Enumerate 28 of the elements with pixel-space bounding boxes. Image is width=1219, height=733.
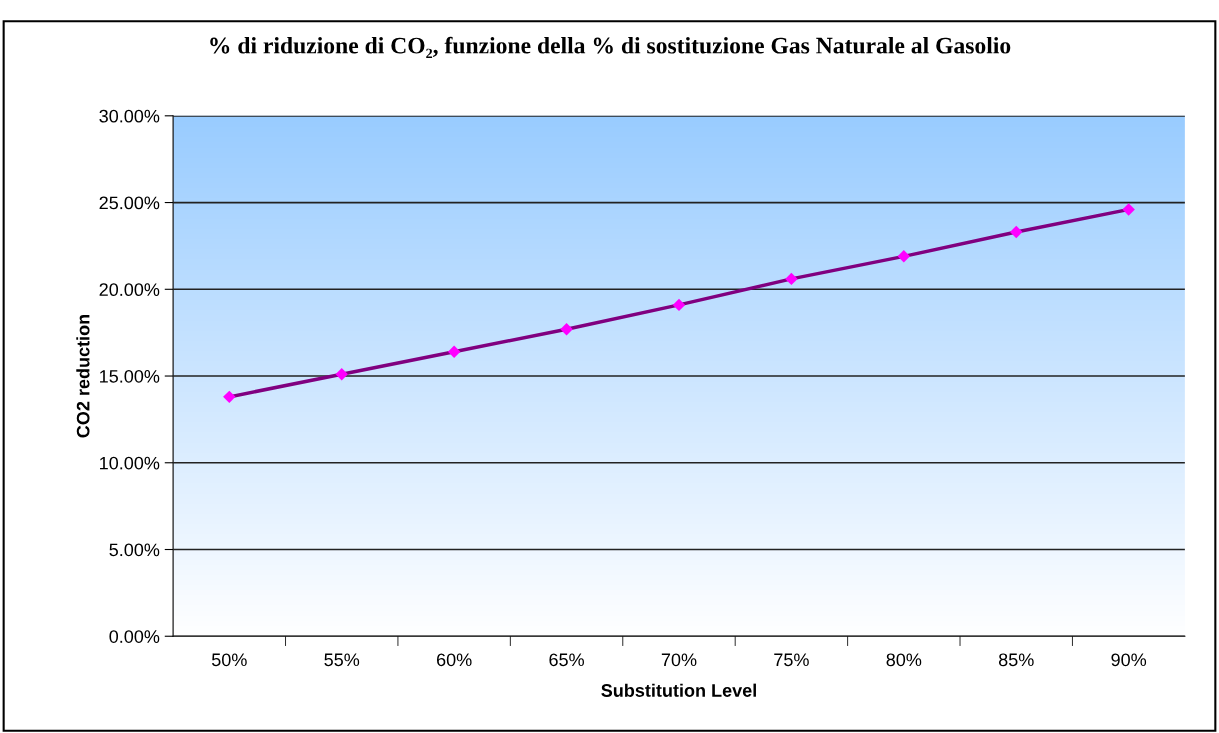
chart-title: % di riduzione di CO₂, funzione della % di sostituzione Gas Naturale al Gasolio — [210, 36, 1011, 59]
x-tick-label: 90% — [1111, 653, 1147, 667]
x-tick-label: 60% — [436, 653, 472, 667]
y-tick-label: 30.00% — [99, 109, 160, 123]
y-axis-title: CO2 reduction — [76, 314, 90, 438]
y-tick-label: 20.00% — [99, 283, 160, 297]
x-tick-label: 70% — [661, 653, 697, 667]
x-tick-label: 50% — [211, 653, 247, 667]
point — [335, 368, 348, 381]
x-tick-label: 65% — [549, 653, 584, 667]
point — [1122, 203, 1135, 216]
point — [785, 272, 798, 286]
point — [560, 322, 573, 336]
point — [672, 298, 686, 312]
point — [1010, 225, 1023, 239]
x-tick-label: 55% — [324, 653, 360, 667]
point — [897, 250, 911, 263]
y-tick-label: 10.00% — [100, 456, 160, 470]
x-tick-label: 75% — [774, 653, 809, 667]
point — [223, 390, 236, 404]
y-tick-label: 0.00% — [109, 630, 160, 643]
point — [447, 345, 461, 358]
y-tick-label: 5.00% — [109, 543, 160, 557]
x-tick-label: 85% — [998, 653, 1034, 667]
x-tick-label: 80% — [886, 653, 922, 667]
x-axis-title: Substitution Level — [601, 683, 756, 697]
y-tick-label: 15.00% — [100, 369, 160, 383]
y-tick-label: 25.00% — [99, 196, 160, 210]
